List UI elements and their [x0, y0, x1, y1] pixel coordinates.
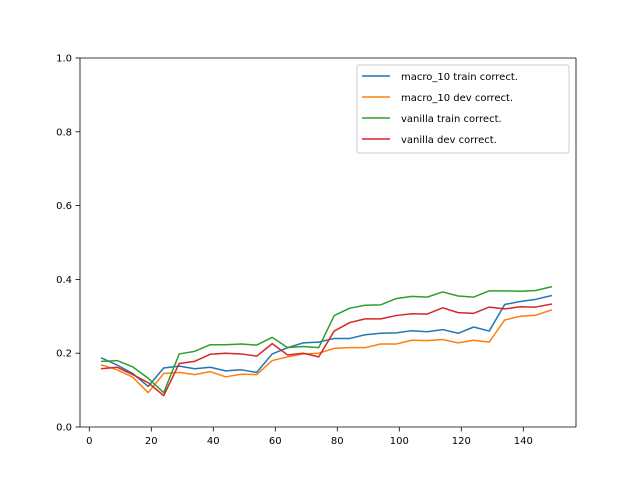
- legend: macro_10 train correct. macro_10 dev corr…: [356, 64, 570, 154]
- x-tick-label-0: 0: [86, 436, 92, 447]
- legend-label-0: macro_10 train correct.: [401, 72, 518, 83]
- x-tick-label-4: 80: [331, 436, 344, 447]
- series-line-1: [100, 309, 553, 394]
- legend-label-2: vanilla train correct.: [401, 114, 502, 125]
- y-tick-label-2: 0.4: [56, 275, 72, 286]
- x-tick-label-7: 140: [514, 436, 533, 447]
- y-tick-label-3: 0.6: [56, 201, 72, 212]
- x-tick-label-2: 40: [207, 436, 220, 447]
- y-tick-label-5: 1.0: [56, 54, 72, 65]
- x-tick-label-1: 20: [145, 436, 158, 447]
- y-tick-label-4: 0.8: [56, 127, 72, 138]
- series-line-0: [100, 294, 553, 388]
- axes-layer: 0 20 40 60 80 100 120 140 0.0 0.2 0.4 0.6 0.8 1.0: [56, 54, 577, 447]
- x-tick-label-5: 100: [390, 436, 409, 447]
- x-tick-label-3: 60: [269, 436, 282, 447]
- legend-label-1: macro_10 dev correct.: [401, 93, 513, 104]
- y-tick-label-0: 0.0: [56, 423, 72, 434]
- series-line-3: [100, 303, 553, 397]
- legend-label-3: vanilla dev correct.: [401, 135, 497, 146]
- series-layer: [100, 285, 553, 397]
- series-line-2: [100, 285, 553, 394]
- x-tick-label-6: 120: [452, 436, 471, 447]
- y-tick-label-1: 0.2: [56, 349, 72, 360]
- legend-box: [356, 64, 570, 154]
